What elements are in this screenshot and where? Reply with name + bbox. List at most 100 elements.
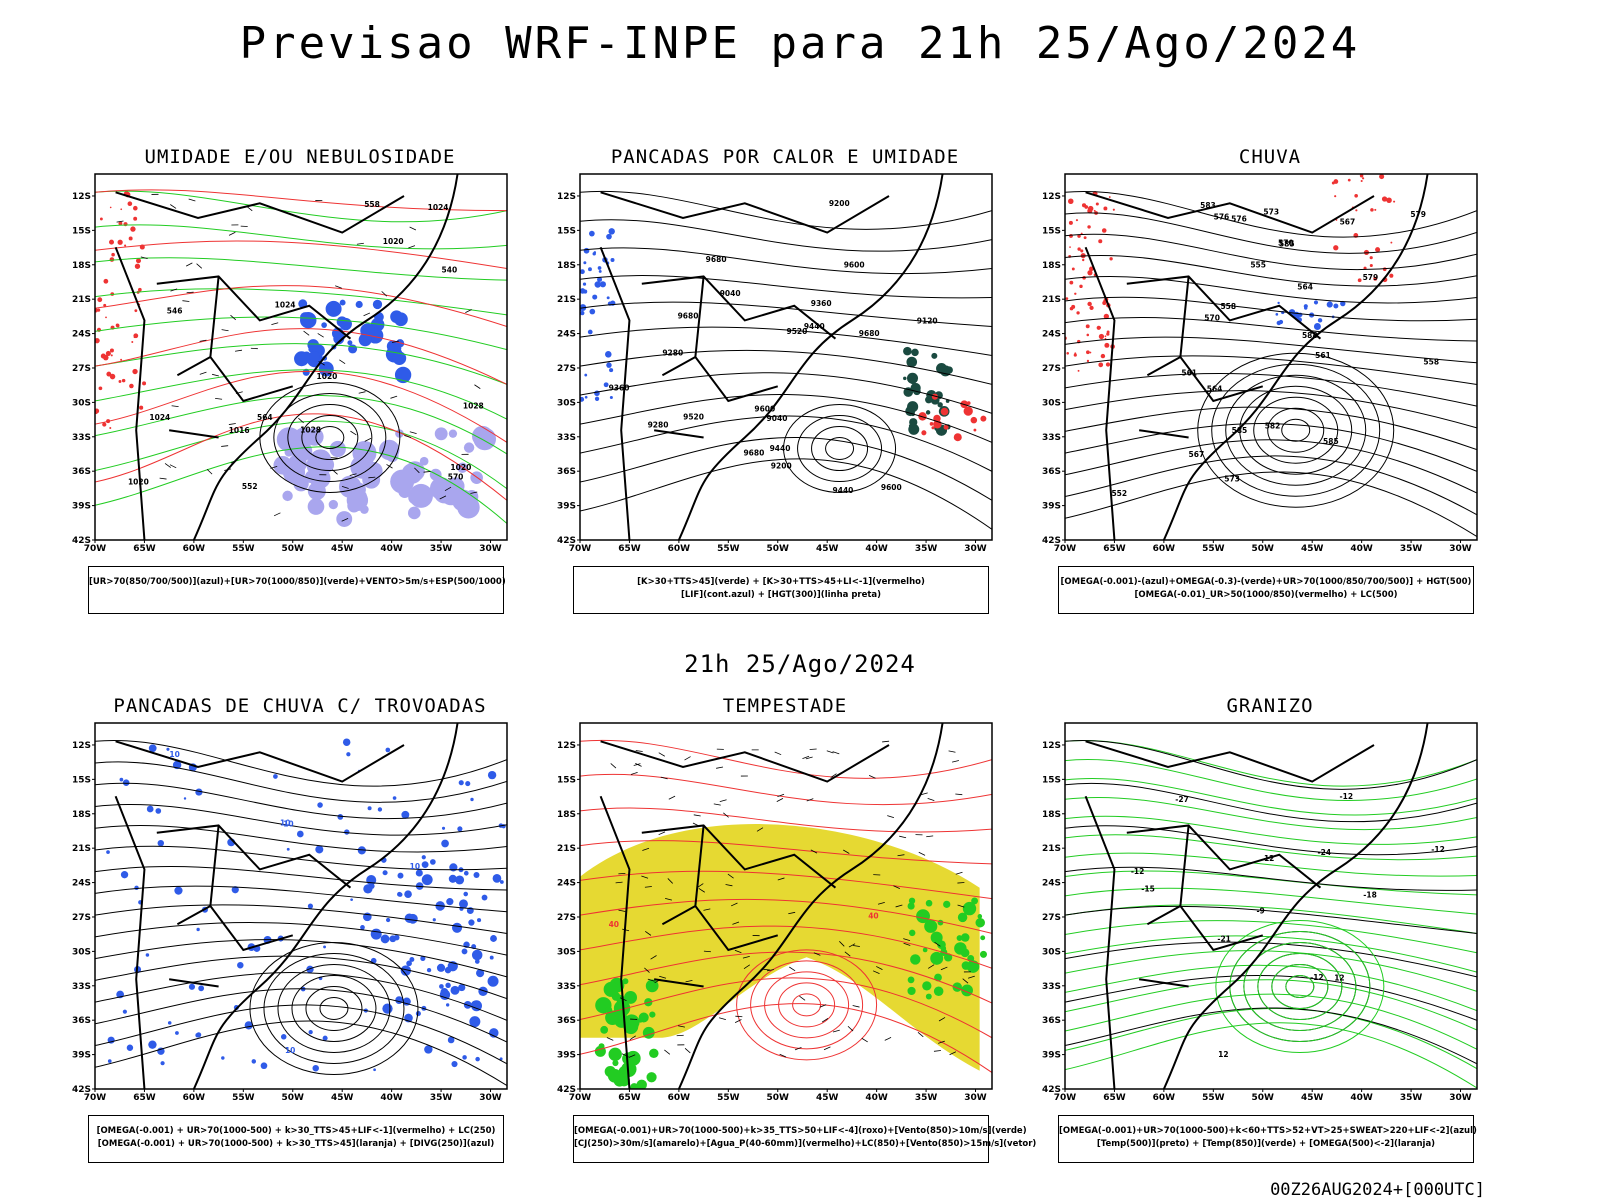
lat-label: 33S — [557, 982, 576, 992]
shade-cell — [139, 405, 144, 410]
shade-cell — [1087, 270, 1093, 276]
contour-label: 9360 — [609, 383, 630, 392]
coastline — [1162, 723, 1429, 1089]
wind-arrow — [938, 1017, 946, 1022]
contour-line — [1065, 740, 1477, 790]
wind-arrow — [788, 911, 796, 915]
contour-line — [580, 372, 992, 414]
shade-cell — [1357, 278, 1362, 283]
wind-arrow — [763, 968, 771, 971]
shade-cell — [599, 281, 606, 288]
hgt300-contours — [580, 190, 992, 530]
contour-label: -12 — [1310, 973, 1324, 982]
country-borders — [1084, 174, 1429, 540]
shade-cell — [975, 917, 985, 928]
shade-cell — [1082, 258, 1085, 262]
border-line — [114, 246, 146, 540]
border-line — [600, 191, 890, 234]
shade-cell — [980, 935, 986, 941]
wind-arrow — [444, 486, 452, 492]
shade-cell — [122, 779, 130, 786]
shade-cell — [910, 954, 921, 965]
shade-cell — [195, 1033, 200, 1038]
shade-cell — [1101, 228, 1107, 233]
shade-cell — [350, 898, 353, 902]
shade-cell — [424, 1045, 433, 1054]
shade-cell — [916, 909, 930, 924]
shade-cell — [421, 861, 429, 869]
wind-arrow — [882, 740, 890, 743]
wind-arrow — [330, 457, 338, 459]
shade-cell — [132, 368, 138, 375]
wind-vectors — [606, 740, 975, 1058]
shade-cell — [930, 931, 943, 944]
contour-label: -27 — [1175, 795, 1189, 804]
wind-arrow — [664, 1049, 671, 1055]
shade-cell — [131, 341, 134, 343]
contour-line — [1065, 190, 1477, 238]
panel-legend: [UR>70(850/700/500)](azul)+[UR>70(1000/8… — [88, 566, 506, 614]
lat-label: 18S — [1042, 810, 1061, 820]
wind-arrow — [826, 750, 834, 754]
shade-cell — [903, 346, 912, 356]
lat-label: 18S — [72, 261, 91, 271]
shade-cell — [612, 1059, 619, 1067]
lon-label: 60W — [1153, 544, 1176, 554]
shade-cell — [421, 855, 426, 860]
contour-label: 12 — [1218, 1050, 1228, 1059]
shade-cell — [1068, 220, 1073, 225]
shade-cell — [638, 1017, 643, 1023]
shade-cell — [970, 416, 978, 424]
shade-cell — [476, 969, 485, 978]
shade-cell — [925, 396, 933, 404]
wind-arrow — [356, 242, 364, 245]
contour-line — [95, 885, 507, 913]
lon-label: 55W — [1202, 1093, 1225, 1103]
wind-arrow — [697, 883, 704, 888]
shade-cell — [953, 433, 962, 442]
shade-cell — [133, 205, 138, 211]
lat-label: 33S — [557, 433, 576, 443]
shade-cell — [426, 967, 432, 973]
lat-label: 18S — [72, 810, 91, 820]
shade-cell — [1069, 280, 1074, 285]
contour-label: 558 — [364, 200, 380, 209]
wind-arrow — [847, 1025, 854, 1032]
lat-label: 36S — [557, 1016, 576, 1026]
lon-label: 45W — [816, 1093, 839, 1103]
shade-cell — [420, 955, 426, 962]
shade-cell — [1095, 202, 1099, 206]
lat-label: 33S — [72, 433, 91, 443]
shade-cell — [582, 282, 587, 286]
contour-line — [1065, 834, 1477, 861]
lat-label: 42S — [1042, 1085, 1061, 1095]
shade-cell — [382, 870, 388, 876]
lc850-contours — [580, 739, 992, 1073]
wind-arrow — [629, 1035, 636, 1041]
lon-label: 45W — [816, 544, 839, 554]
shade-cell — [1075, 219, 1079, 222]
contour-line — [95, 739, 507, 787]
wind-arrow — [893, 885, 901, 889]
legend-line: [OMEGA(-0.001)+UR>70(1000-500)+k>35_TTS>… — [574, 1126, 1027, 1136]
shade-cell — [473, 871, 480, 878]
wind-arrow — [641, 875, 649, 879]
contour-line — [1065, 373, 1477, 407]
wind-arrow — [713, 803, 721, 806]
shade-cell — [307, 482, 326, 501]
shade-cell — [1381, 196, 1388, 202]
contour-label: 10 — [169, 750, 179, 759]
shade-cell — [347, 499, 361, 513]
shade-cell — [594, 392, 598, 396]
contour-label: 564 — [1207, 384, 1223, 393]
contour-line — [1065, 815, 1477, 845]
shade-cell — [429, 468, 442, 481]
wind-arrow — [221, 445, 229, 447]
wind-arrow — [895, 904, 903, 908]
lat-label: 15S — [1042, 775, 1061, 785]
wind-arrow — [948, 750, 956, 753]
wind-arrow — [877, 901, 885, 905]
shade-cell — [465, 781, 471, 787]
main-title: Previsao WRF-INPE para 21h 25/Ago/2024 — [239, 18, 1361, 69]
shade-cell — [458, 983, 466, 992]
